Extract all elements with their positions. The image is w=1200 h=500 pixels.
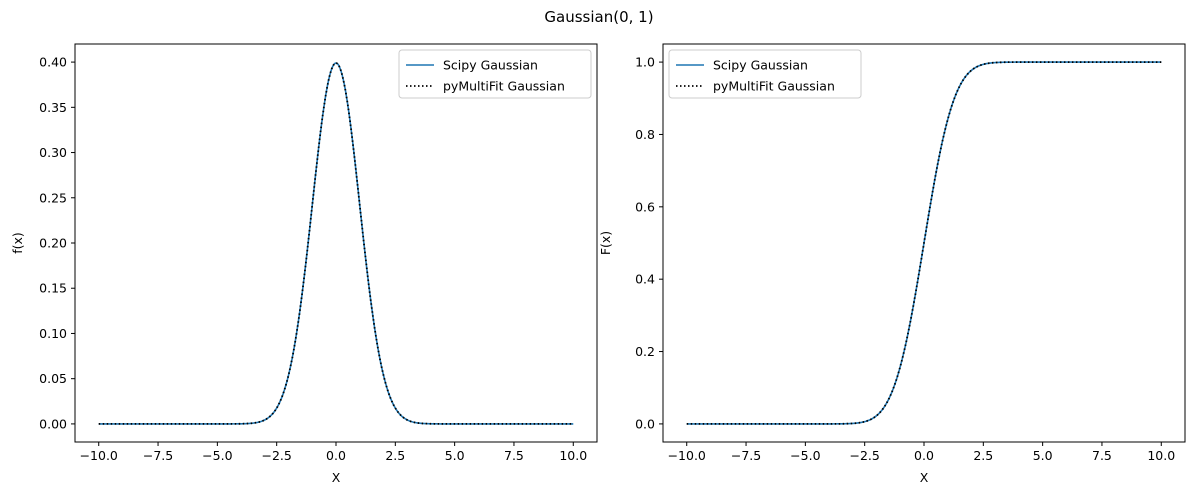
- y-axis-label: F(x): [598, 231, 613, 255]
- legend: Scipy Gaussian pyMultiFit Gaussian: [398, 49, 592, 99]
- y-tick-label: 0.00: [39, 416, 67, 431]
- x-tick-label: −2.5: [262, 448, 292, 463]
- x-tick-label: 0.0: [914, 448, 934, 463]
- x-tick-label: 5.0: [445, 448, 465, 463]
- x-tick-label: −7.5: [731, 448, 761, 463]
- y-tick-label: 0.35: [39, 100, 67, 115]
- x-tick-label: 2.5: [385, 448, 405, 463]
- y-tick-label: 0.15: [39, 281, 67, 296]
- x-tick-label: −10.0: [80, 448, 118, 463]
- series-line-pymultifit: [686, 61, 1162, 425]
- x-axis-label: X: [920, 470, 929, 485]
- x-tick-label: −10.0: [668, 448, 706, 463]
- x-axis-label: X: [332, 470, 341, 485]
- x-tick-label: 2.5: [973, 448, 993, 463]
- x-tick-label: 10.0: [1147, 448, 1175, 463]
- y-tick-label: 0.30: [39, 145, 67, 160]
- y-tick-label: 0.6: [635, 199, 655, 214]
- y-tick-label: 1.0: [635, 55, 655, 70]
- x-tick-label: 7.5: [1092, 448, 1112, 463]
- figure-title: Gaussian(0, 1): [544, 8, 653, 26]
- y-tick-label: 0.10: [39, 326, 67, 341]
- legend-box: [668, 49, 862, 99]
- plot-pdf: −10.0 −7.5 −5.0 −2.5 0.0 2.5 5.0 7.5 10.0 0.00 0.0…: [10, 43, 598, 485]
- legend-box: [398, 49, 592, 99]
- y-axis-label: f(x): [10, 232, 25, 254]
- x-tick-label: 7.5: [504, 448, 524, 463]
- y-tick-label: 0.25: [39, 190, 67, 205]
- x-tick-label: −2.5: [850, 448, 880, 463]
- y-tick-label: 0.0: [635, 416, 655, 431]
- y-tick-label: 0.2: [635, 344, 655, 359]
- series-line-scipy: [98, 62, 574, 425]
- legend-label: pyMultiFit Gaussian: [443, 79, 565, 94]
- legend-label: pyMultiFit Gaussian: [713, 79, 835, 94]
- series-line-pymultifit: [98, 62, 574, 425]
- x-tick-label: 5.0: [1033, 448, 1053, 463]
- axes-frame: [74, 43, 598, 443]
- x-tick-label: 0.0: [326, 448, 346, 463]
- legend-label: Scipy Gaussian: [443, 58, 538, 73]
- plot-cdf: −10.0 −7.5 −5.0 −2.5 0.0 2.5 5.0 7.5 10.0 0.0 0.2 0…: [598, 43, 1186, 485]
- y-tick-label: 0.05: [39, 371, 67, 386]
- legend-label: Scipy Gaussian: [713, 58, 808, 73]
- legend: Scipy Gaussian pyMultiFit Gaussian: [668, 49, 862, 99]
- x-tick-label: −5.0: [790, 448, 820, 463]
- x-tick-label: 10.0: [559, 448, 587, 463]
- y-tick-label: 0.8: [635, 127, 655, 142]
- x-tick-label: −7.5: [143, 448, 173, 463]
- y-tick-label: 0.40: [39, 55, 67, 70]
- y-tick-label: 0.20: [39, 236, 67, 251]
- y-tick-label: 0.4: [635, 272, 655, 287]
- x-tick-label: −5.0: [202, 448, 232, 463]
